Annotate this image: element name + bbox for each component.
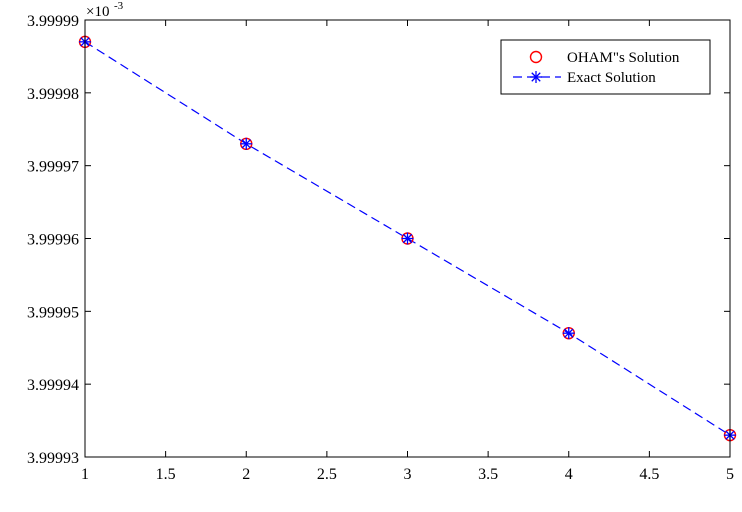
y-tick-label: 3.99997	[27, 159, 79, 176]
series-line-exact-solution	[84, 41, 731, 436]
y-exponent-label: ×10	[86, 4, 109, 20]
tick-labels: 1 1.5 2 2.5 3 3.5 4 4.5 5 3.99993 3.99994 3.99995 3.…	[27, 13, 734, 483]
legend: OHAM"s Solution Exact Solution	[500, 39, 711, 95]
y-tick-label: 3.99995	[27, 304, 79, 321]
asterisk-stroke	[531, 72, 541, 82]
y-tick-label: 3.99998	[27, 86, 79, 103]
asterisk-stroke	[241, 139, 251, 149]
legend-label-oham: OHAM"s Solution	[567, 50, 680, 66]
legend-marker-exact	[530, 71, 542, 83]
y-tick-label: 3.99993	[27, 450, 79, 467]
y-tick-label: 3.99999	[27, 13, 79, 30]
tick-marks	[84, 19, 731, 458]
y-tick-label: 3.99996	[27, 232, 79, 249]
plot-marks	[78, 35, 737, 442]
x-tick-label: 4.5	[639, 466, 659, 483]
y-tick-label: 3.99994	[27, 377, 79, 394]
x-tick-label: 1	[81, 466, 89, 483]
legend-label-exact: Exact Solution	[567, 70, 656, 86]
x-tick-label: 5	[726, 466, 734, 483]
asterisk-stroke	[402, 233, 413, 244]
legend-box	[500, 39, 711, 95]
x-tick-label: 1.5	[156, 466, 176, 483]
asterisk-stroke	[564, 328, 574, 338]
x-tick-label: 3	[404, 466, 412, 483]
point-exact-solution	[401, 232, 414, 245]
legend-marker-oham	[529, 50, 543, 64]
point-exact-solution	[562, 327, 575, 340]
point-exact-solution	[240, 137, 253, 150]
x-tick-label: 2	[242, 466, 250, 483]
x-tick-label: 2.5	[317, 466, 337, 483]
x-tick-label: 4	[565, 466, 573, 483]
y-exponent-power: -3	[114, 0, 124, 12]
x-tick-label: 3.5	[478, 466, 498, 483]
